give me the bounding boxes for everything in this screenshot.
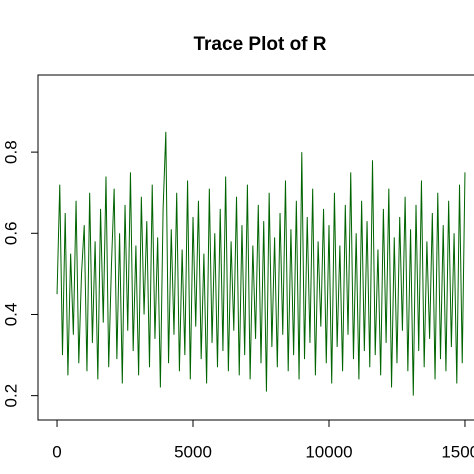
- trace-line: [56, 131, 466, 396]
- y-tick-label: 0.8: [1, 140, 20, 164]
- x-tick-label: 15000: [441, 442, 474, 461]
- y-tick-label: 0.4: [1, 303, 20, 327]
- plot-box: [37, 74, 474, 421]
- x-tick-label: 0: [52, 442, 61, 461]
- x-tick-label: 5000: [174, 442, 212, 461]
- x-tick-label: 10000: [305, 442, 352, 461]
- y-tick-label: 0.2: [1, 384, 20, 408]
- y-tick-label: 0.6: [1, 221, 20, 245]
- chart-title: Trace Plot of R: [193, 34, 326, 55]
